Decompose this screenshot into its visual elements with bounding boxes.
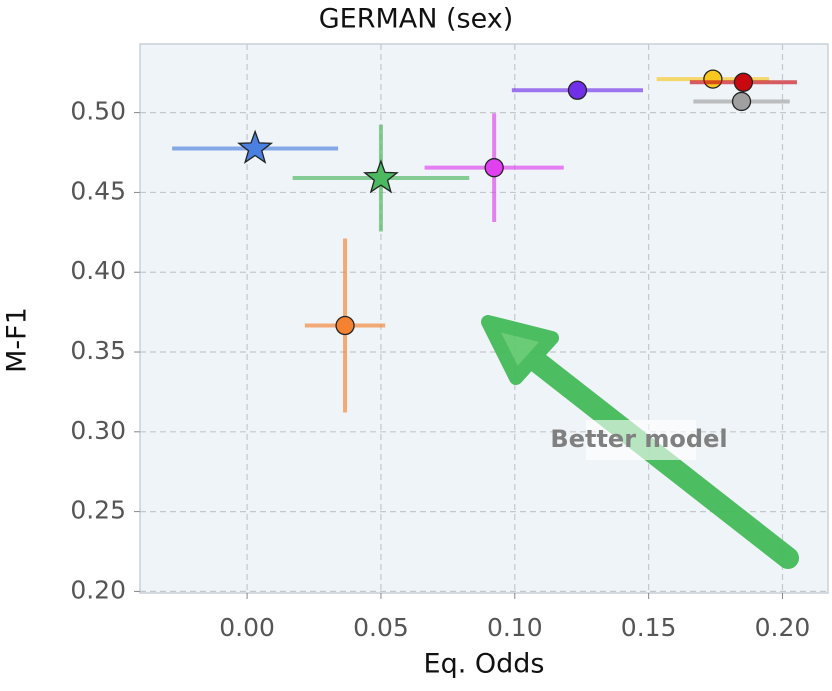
y-tick-label: 0.45 (70, 176, 126, 205)
y-tick-label: 0.20 (70, 575, 126, 604)
annotation: Better model (550, 425, 727, 453)
point (362, 159, 399, 194)
y-tick-label: 0.50 (70, 97, 126, 126)
arrow-head (481, 315, 559, 385)
y-tick-label: 0.40 (70, 256, 126, 285)
point (733, 72, 754, 92)
point (703, 69, 723, 89)
x-axis-label: Eq. Odds (424, 649, 545, 680)
y-axis-label: M-F1 (2, 307, 33, 373)
x-tick-label: 0.00 (219, 613, 275, 642)
point (484, 158, 504, 178)
point (335, 315, 355, 336)
annotation-backdrop (586, 420, 696, 460)
point (567, 80, 588, 100)
y-tick-label: 0.25 (70, 496, 126, 525)
x-tick-label: 0.20 (755, 613, 811, 642)
y-tick-label: 0.35 (70, 336, 126, 365)
chart-title: GERMAN (sex) (319, 4, 514, 35)
point (731, 91, 752, 112)
y-tick-label: 0.30 (70, 416, 126, 445)
point (237, 129, 274, 164)
series-layer (172, 69, 797, 413)
x-tick-label: 0.10 (487, 613, 543, 642)
x-tick-label: 0.05 (353, 613, 409, 642)
x-tick-label: 0.15 (621, 613, 677, 642)
